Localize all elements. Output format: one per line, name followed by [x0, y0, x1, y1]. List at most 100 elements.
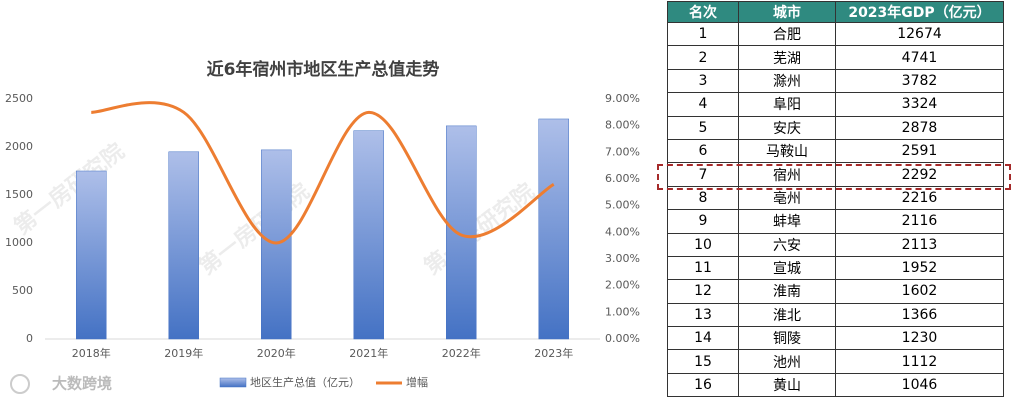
y-tick-label: 1500 [5, 188, 33, 201]
table-cell: 4 [667, 92, 739, 117]
table-cell: 宣城 [738, 255, 836, 281]
table-cell: 3 [667, 68, 739, 94]
table-cell: 1230 [835, 326, 1004, 351]
x-tick-label: 2023年 [534, 346, 573, 360]
table-cell: 11 [667, 255, 739, 281]
table-cell: 2113 [835, 232, 1004, 257]
table-cell: 池州 [738, 349, 836, 374]
table-row: 12 淮南 1602 [667, 279, 1004, 304]
x-tick-label: 2019年 [164, 346, 203, 360]
y2-tick-label: 9.00% [605, 92, 640, 105]
y2-tick-label: 6.00% [605, 172, 640, 185]
table-cell: 6 [667, 138, 739, 164]
table-row: 10 六安 2113 [667, 232, 1004, 257]
y-tick-label: 2000 [5, 140, 33, 153]
table-row: 3 滁州 3782 [667, 68, 1004, 94]
table-row: 6 马鞍山 2591 [667, 138, 1004, 164]
bar [168, 151, 199, 340]
table-cell: 蚌埠 [738, 209, 836, 234]
y2-tick-label: 2.00% [605, 279, 640, 292]
table-cell: 1046 [835, 372, 1004, 398]
table-cell: 马鞍山 [738, 138, 836, 164]
bar [76, 170, 107, 340]
table-cell: 9 [667, 209, 739, 234]
header-cell: 城市 [738, 1, 836, 23]
table-cell: 3324 [835, 92, 1004, 117]
table-cell: 3782 [835, 68, 1004, 94]
ranking-table: 名次 城市 2023年GDP（亿元） 1 合肥 12674 2 芜湖 4741 3 滁州 3782 4… [667, 1, 1004, 398]
table-cell: 芜湖 [738, 45, 836, 70]
table-cell: 滁州 [738, 68, 836, 94]
table-header: 名次 城市 2023年GDP（亿元） [667, 1, 1004, 23]
y-tick-label: 0 [26, 332, 33, 345]
table-cell: 铜陵 [738, 326, 836, 351]
table-row: 5 安庆 2878 [667, 115, 1004, 140]
table-row: 15 池州 1112 [667, 349, 1004, 374]
table-cell: 淮南 [738, 279, 836, 304]
table-cell: 淮北 [738, 302, 836, 328]
table-cell: 4741 [835, 45, 1004, 70]
table-cell: 1952 [835, 255, 1004, 281]
table-cell: 16 [667, 372, 739, 398]
legend-label: 增幅 [406, 375, 428, 389]
table-cell: 2591 [835, 138, 1004, 164]
table-cell: 安庆 [738, 115, 836, 140]
table-cell: 六安 [738, 232, 836, 257]
table-cell: 宿州 [738, 162, 836, 187]
y-tick-label: 1000 [5, 236, 33, 249]
table-cell: 合肥 [738, 21, 836, 47]
table-cell: 1 [667, 21, 739, 47]
legend-swatch [219, 377, 247, 388]
table-row: 7 宿州 2292 [667, 162, 1004, 187]
table-cell: 2116 [835, 209, 1004, 234]
y-tick-label: 2500 [5, 92, 33, 105]
legend-label: 地区生产总值（亿元） [250, 375, 360, 389]
table-cell: 12674 [835, 21, 1004, 47]
table-cell: 14 [667, 326, 739, 351]
table-cell: 13 [667, 302, 739, 328]
bar [538, 118, 569, 340]
table-cell: 15 [667, 349, 739, 374]
table-row: 11 宣城 1952 [667, 255, 1004, 281]
bar [446, 125, 477, 340]
watermark: 第一房研究院 [419, 178, 539, 280]
x-tick-label: 2020年 [257, 346, 296, 360]
table-cell: 10 [667, 232, 739, 257]
y2-tick-label: 3.00% [605, 252, 640, 265]
table-row: 13 淮北 1366 [667, 302, 1004, 328]
y2-tick-label: 5.00% [605, 199, 640, 212]
x-tick-label: 2022年 [442, 346, 481, 360]
chart-title: 近6年宿州市地区生产总值走势 [207, 59, 440, 80]
table-cell: 1112 [835, 349, 1004, 374]
y2-tick-label: 4.00% [605, 225, 640, 238]
table-row: 2 芜湖 4741 [667, 45, 1004, 70]
table-cell: 阜阳 [738, 92, 836, 117]
chart: 近6年宿州市地区生产总值走势 第一房研究院 第一房研究院 第一房研究院0500100… [5, 59, 640, 394]
header-cell: 名次 [667, 1, 739, 23]
bar [353, 130, 384, 340]
y2-tick-label: 8.00% [605, 119, 640, 132]
logo: 大数跨境 [52, 375, 112, 393]
table-cell: 1602 [835, 279, 1004, 304]
table-cell: 1366 [835, 302, 1004, 328]
x-tick-label: 2021年 [349, 346, 388, 360]
logo-icon [10, 374, 30, 394]
header-cell: 2023年GDP（亿元） [835, 1, 1004, 23]
table-cell: 12 [667, 279, 739, 304]
table-row: 9 蚌埠 2116 [667, 209, 1004, 234]
table-row: 4 阜阳 3324 [667, 92, 1004, 117]
y2-tick-label: 0.00% [605, 332, 640, 345]
highlight-box [657, 164, 1011, 190]
y-tick-label: 500 [12, 284, 33, 297]
table-cell: 5 [667, 115, 739, 140]
line [91, 101, 555, 245]
y2-tick-label: 7.00% [605, 145, 640, 158]
x-tick-label: 2018年 [72, 346, 111, 360]
table-row: 16 黄山 1046 [667, 372, 1004, 398]
table-cell: 2878 [835, 115, 1004, 140]
y2-tick-label: 1.00% [605, 305, 640, 318]
table-cell: 2 [667, 45, 739, 70]
table-row: 14 铜陵 1230 [667, 326, 1004, 351]
table-row: 1 合肥 12674 [667, 21, 1004, 47]
